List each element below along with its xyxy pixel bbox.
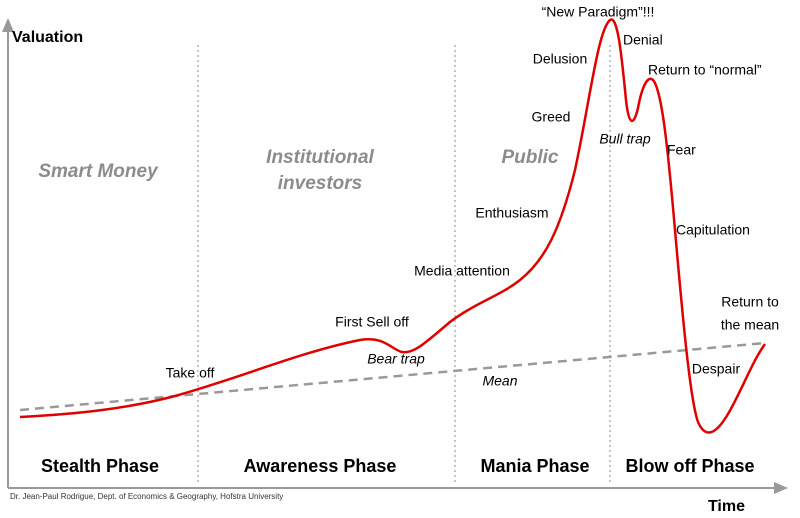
group-label: Institutional <box>266 147 374 168</box>
annotation: “New Paradigm”!!! <box>542 4 655 20</box>
annotation: Take off <box>166 365 215 381</box>
valuation-curve <box>19 18 767 434</box>
mean-line <box>19 341 766 412</box>
x-arrow <box>774 482 788 494</box>
annotation: Greed <box>532 109 571 125</box>
phase-label: Stealth Phase <box>41 456 159 476</box>
annotation: Return to “normal” <box>648 62 762 78</box>
group-label: Smart Money <box>38 161 159 182</box>
group-label: Public <box>501 147 558 168</box>
annotation: Media attention <box>414 263 510 279</box>
phase-label: Awareness Phase <box>244 456 397 476</box>
axes <box>2 18 788 494</box>
annotation: Capitulation <box>676 222 750 238</box>
y-arrow <box>2 18 14 32</box>
annotation: Despair <box>692 361 741 377</box>
y-axis-label: Valuation <box>12 29 83 46</box>
annotation: the mean <box>721 317 779 333</box>
annotation: Fear <box>667 142 696 158</box>
credit: Dr. Jean-Paul Rodrigue, Dept. of Economi… <box>10 492 283 501</box>
x-axis-label: Time <box>708 498 745 515</box>
group-label: investors <box>278 173 362 194</box>
annotation: Enthusiasm <box>475 205 548 221</box>
annotation: Bear trap <box>367 351 425 367</box>
annotation: First Sell off <box>335 314 409 330</box>
annotation: Return to <box>721 294 779 310</box>
phase-label: Mania Phase <box>480 456 589 476</box>
annotation: Denial <box>623 32 663 48</box>
annotation: Mean <box>482 373 517 389</box>
annotation: Delusion <box>533 51 587 67</box>
annotation: Bull trap <box>599 131 651 147</box>
phase-label: Blow off Phase <box>625 456 754 476</box>
